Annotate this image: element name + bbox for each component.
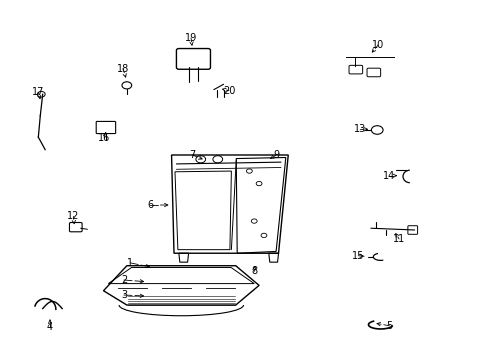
- Text: 5: 5: [386, 321, 392, 331]
- Text: 10: 10: [371, 40, 384, 50]
- Text: 19: 19: [184, 33, 197, 43]
- Text: 13: 13: [353, 124, 366, 134]
- Text: 4: 4: [47, 322, 53, 332]
- Text: 14: 14: [383, 171, 395, 181]
- Text: 9: 9: [272, 150, 279, 160]
- Text: 15: 15: [351, 251, 364, 261]
- Text: 16: 16: [98, 133, 110, 143]
- Text: 20: 20: [223, 86, 235, 96]
- Text: 17: 17: [32, 87, 44, 98]
- Text: 7: 7: [189, 150, 195, 160]
- Text: 3: 3: [121, 290, 127, 300]
- Text: 11: 11: [392, 234, 405, 244]
- Text: 18: 18: [117, 64, 129, 73]
- Text: 12: 12: [67, 211, 80, 221]
- Text: 1: 1: [127, 258, 133, 268]
- Text: 2: 2: [121, 275, 127, 285]
- Text: 8: 8: [251, 266, 257, 276]
- Text: 6: 6: [147, 200, 153, 210]
